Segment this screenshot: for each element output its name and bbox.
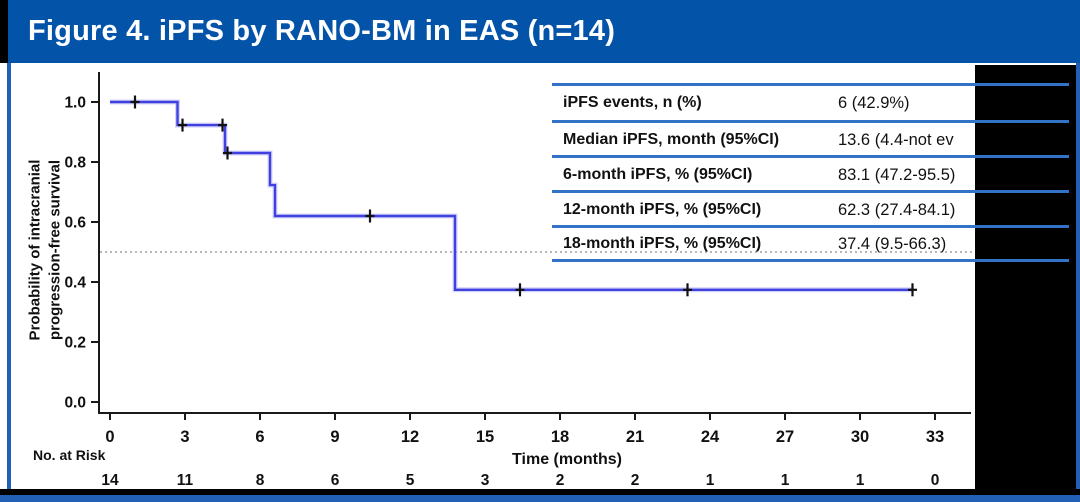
x-tick-label: 24 [701,428,720,446]
stats-value: 6 (42.9%) [838,94,910,112]
corner-black-strip [0,0,8,63]
stats-row-18month: 18-month iPFS, % (95%CI) 37.4 (9.5-66.3) [563,227,1068,261]
stats-label: iPFS events, n (%) [563,94,702,111]
x-tick-label: 15 [476,428,494,446]
no-at-risk-label: No. at Risk [33,447,106,463]
at-risk-count: 5 [406,472,415,489]
at-risk-count: 1 [856,472,865,489]
x-tick-label: 21 [626,428,644,446]
at-risk-count: 14 [101,472,119,489]
stats-value: 13.6 (4.4-not ev [838,131,954,149]
y-tick-label: 0.4 [64,275,86,292]
redaction-box [975,65,1076,497]
x-tick-label: 12 [401,428,419,446]
at-risk-count: 8 [256,472,265,489]
stats-label: 6-month iPFS, % (95%CI) [563,166,753,183]
stats-value: 37.4 (9.5-66.3) [838,235,947,253]
at-risk-count: 3 [481,472,490,489]
table-separator [552,190,1069,193]
stats-row-12month: 12-month iPFS, % (95%CI) 62.3 (27.4-84.1… [563,193,1068,227]
at-risk-count: 2 [631,472,640,489]
x-tick-label: 0 [105,428,114,446]
title-bar: Figure 4. iPFS by RANO-BM in EAS (n=14) [8,0,1080,63]
at-risk-count: 0 [931,472,940,489]
x-axis-title: Time (months) [512,451,622,468]
figure-border-left [7,63,11,495]
stats-value: 62.3 (27.4-84.1) [838,201,956,219]
y-tick-label: 0.2 [64,335,86,352]
at-risk-count: 11 [177,472,194,489]
x-tick-label: 30 [851,428,869,446]
y-tick-label: 0.6 [64,215,86,232]
figure-title: Figure 4. iPFS by RANO-BM in EAS (n=14) [28,15,616,47]
stats-value: 83.1 (47.2-95.5) [838,166,956,184]
y-tick-label: 0.8 [64,155,86,172]
x-tick-label: 6 [255,428,264,446]
x-tick-label: 33 [926,428,944,446]
table-separator [552,155,1069,158]
y-tick-label: 1.0 [64,95,86,112]
x-tick-label: 27 [776,428,794,446]
km-curve [110,100,913,291]
figure-border-right [1076,63,1080,502]
table-separator [552,120,1069,123]
at-risk-count: 6 [331,472,340,489]
at-risk-count: 1 [706,472,715,489]
stats-row-median: Median iPFS, month (95%CI) 13.6 (4.4-not… [563,123,1068,157]
stats-row-events: iPFS events, n (%) 6 (42.9%) [563,86,1068,120]
at-risk-count: 2 [556,472,565,489]
at-risk-count: 1 [781,472,790,489]
stats-label: Median iPFS, month (95%CI) [563,131,780,148]
table-separator [552,259,1069,262]
figure-border-bottom-black [0,489,1080,495]
table-separator [552,83,1069,86]
stats-label: 18-month iPFS, % (95%CI) [563,235,762,252]
figure-border-bottom-blue [0,495,1080,502]
table-separator [552,225,1069,228]
x-tick-label: 3 [180,428,189,446]
stats-row-6month: 6-month iPFS, % (95%CI) 83.1 (47.2-95.5) [563,158,1068,192]
y-tick-label: 0.0 [64,395,86,412]
x-tick-label: 18 [551,428,569,446]
x-tick-label: 9 [330,428,339,446]
stats-label: 12-month iPFS, % (95%CI) [563,201,762,218]
